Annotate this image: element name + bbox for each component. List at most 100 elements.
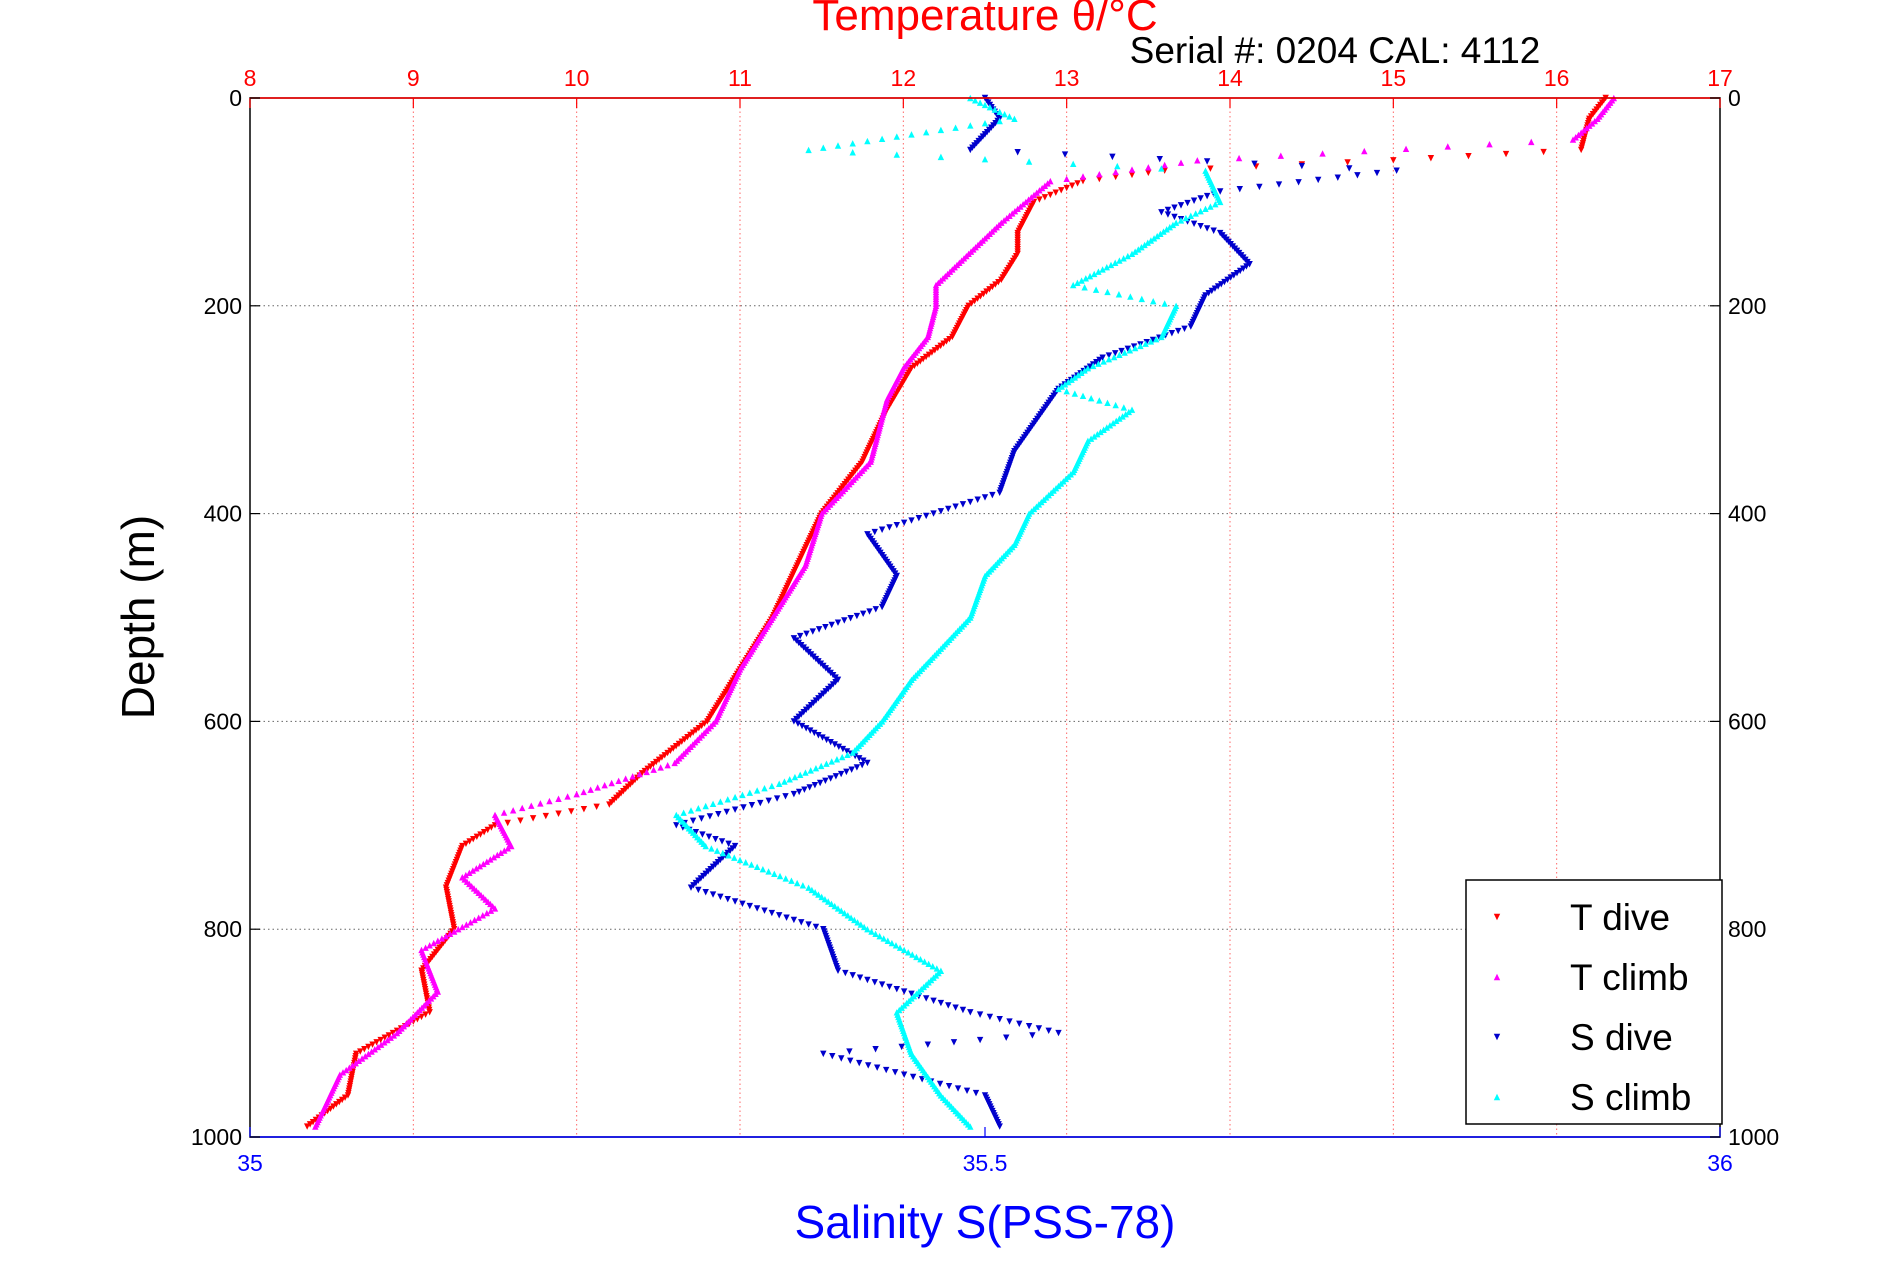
- point-s-dive: [923, 995, 930, 1002]
- point-s-climb: [833, 756, 841, 763]
- point-s-dive: [1224, 276, 1231, 284]
- left-tick-label: 600: [204, 708, 242, 734]
- point-s-dive: [843, 768, 850, 776]
- point-s-climb: [981, 101, 989, 109]
- point-t-dive: [914, 360, 921, 367]
- point-s-dive: [872, 606, 879, 613]
- point-s-dive: [1099, 354, 1106, 361]
- point-t-climb: [555, 795, 562, 802]
- point-t-climb: [537, 800, 544, 807]
- point-s-climb: [893, 133, 900, 140]
- point-s-climb: [872, 930, 879, 938]
- point-s-dive: [976, 1011, 984, 1018]
- point-s-dive: [790, 916, 798, 924]
- point-s-climb: [1125, 408, 1133, 416]
- point-s-dive: [923, 512, 930, 520]
- point-s-climb: [1147, 338, 1155, 345]
- point-s-climb: [771, 870, 778, 877]
- point-s-dive: [1221, 278, 1228, 286]
- point-t-dive: [529, 815, 537, 822]
- point-s-dive: [846, 1048, 853, 1055]
- point-s-dive: [699, 831, 706, 838]
- point-t-climb: [1145, 164, 1152, 171]
- point-s-dive: [820, 1050, 827, 1058]
- point-t-dive: [1096, 175, 1103, 183]
- point-s-dive: [1203, 158, 1211, 165]
- point-s-dive: [891, 1069, 899, 1076]
- point-s-dive: [882, 1066, 890, 1074]
- point-s-dive: [1105, 352, 1113, 359]
- point-t-dive: [983, 288, 990, 295]
- point-t-dive: [517, 817, 524, 824]
- point-s-climb: [1068, 376, 1075, 383]
- point-s-climb: [1197, 207, 1204, 215]
- point-s-climb: [1202, 205, 1209, 213]
- point-s-dive: [724, 895, 731, 903]
- point-s-dive: [900, 519, 908, 527]
- point-s-dive: [718, 838, 726, 845]
- point-s-dive: [805, 921, 812, 928]
- point-s-dive: [996, 489, 1003, 497]
- point-s-climb: [1124, 252, 1131, 260]
- point-t-climb: [312, 1123, 319, 1130]
- point-t-dive: [1502, 150, 1510, 158]
- point-t-dive: [389, 1029, 397, 1037]
- point-s-climb: [1061, 381, 1069, 388]
- point-s-dive: [878, 603, 886, 611]
- top-tick-label: 10: [564, 65, 590, 91]
- point-t-dive: [689, 729, 697, 736]
- point-s-climb: [1109, 419, 1117, 427]
- point-t-dive: [692, 727, 700, 734]
- point-s-dive: [1171, 213, 1178, 221]
- point-t-dive: [655, 756, 663, 763]
- point-s-dive: [898, 1043, 905, 1051]
- point-s-dive: [974, 496, 981, 503]
- point-t-dive: [1207, 165, 1214, 172]
- point-s-climb: [680, 809, 687, 816]
- point-s-dive: [1109, 153, 1116, 161]
- point-s-climb: [838, 907, 845, 914]
- point-t-dive: [695, 724, 703, 732]
- point-t-climb: [475, 914, 482, 921]
- point-s-climb: [929, 962, 936, 970]
- point-s-dive: [673, 822, 680, 829]
- point-s-dive: [1156, 155, 1163, 163]
- legend-label-s-dive: S dive: [1570, 1017, 1673, 1058]
- point-s-climb: [1100, 358, 1107, 365]
- point-s-climb: [1084, 364, 1092, 372]
- right-tick-label: 600: [1728, 708, 1766, 734]
- point-t-dive: [1074, 180, 1081, 187]
- point-s-climb: [864, 137, 871, 145]
- point-s-climb: [909, 951, 916, 958]
- point-t-dive: [504, 819, 511, 827]
- point-s-climb: [1095, 360, 1102, 367]
- point-s-dive: [1251, 160, 1258, 168]
- point-t-climb: [491, 905, 499, 912]
- point-s-dive: [856, 755, 863, 762]
- point-s-dive: [1045, 1027, 1052, 1034]
- point-s-climb: [759, 865, 767, 873]
- point-s-climb: [1120, 404, 1128, 411]
- point-s-dive: [798, 919, 805, 926]
- point-s-dive: [893, 521, 900, 529]
- point-s-climb: [1152, 335, 1160, 343]
- left-tick-label: 200: [204, 293, 242, 319]
- point-s-dive: [1061, 151, 1069, 158]
- point-t-dive: [678, 738, 685, 745]
- point-s-climb: [1112, 401, 1119, 409]
- point-s-climb: [1169, 221, 1177, 229]
- legend-marker-t-dive: [1493, 913, 1501, 921]
- point-s-dive: [1393, 167, 1400, 174]
- point-s-climb: [1141, 241, 1148, 249]
- point-t-climb: [671, 759, 678, 767]
- point-s-climb: [1006, 113, 1013, 120]
- point-s-dive: [822, 777, 829, 784]
- point-t-dive: [922, 353, 930, 361]
- point-s-climb: [896, 944, 904, 951]
- point-s-dive: [702, 889, 709, 896]
- point-t-dive: [344, 1092, 352, 1099]
- point-s-dive: [1187, 323, 1194, 330]
- point-s-dive: [782, 793, 789, 800]
- point-s-dive: [959, 1006, 967, 1014]
- point-t-climb: [473, 865, 480, 872]
